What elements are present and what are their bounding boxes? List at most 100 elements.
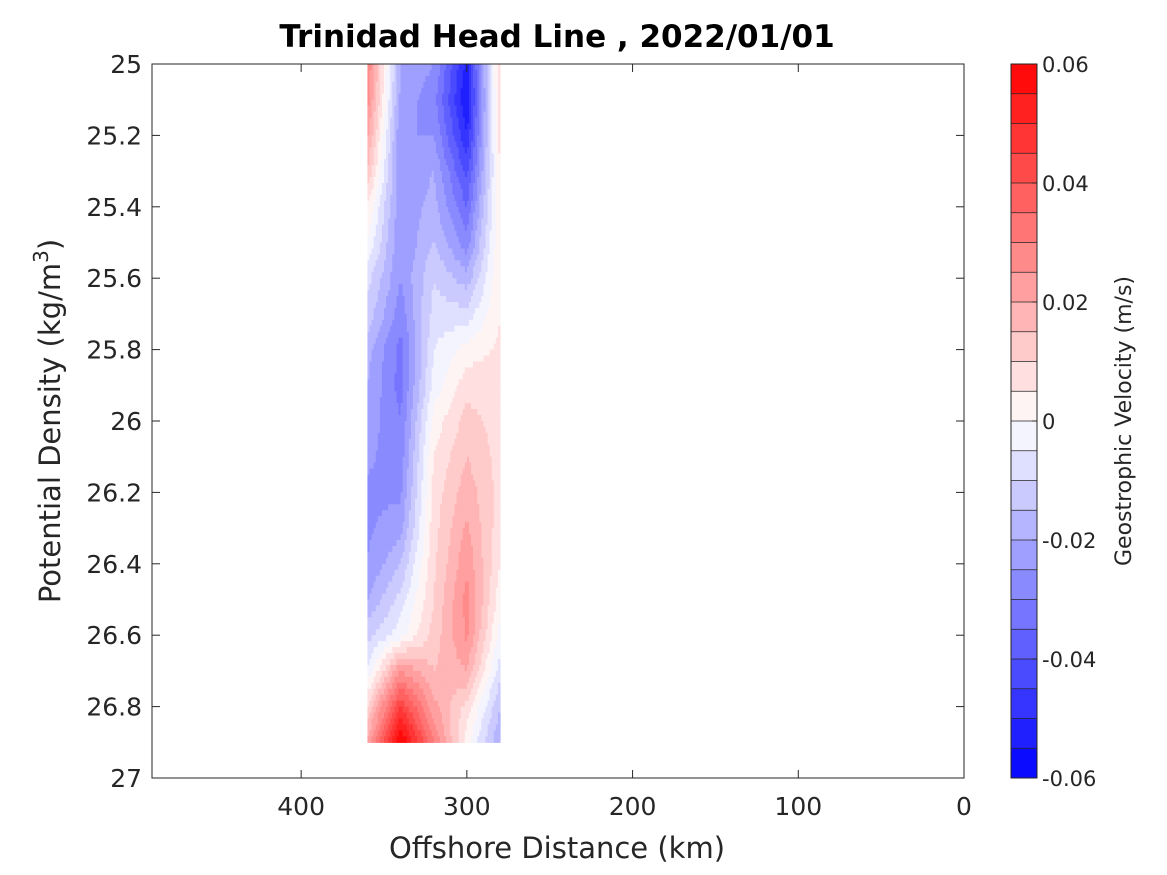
contour-cell	[450, 99, 453, 107]
contour-cell	[466, 522, 470, 529]
contour-cell	[404, 93, 408, 101]
contour-cell	[402, 337, 406, 345]
contour-cell	[471, 349, 474, 357]
contour-cell	[462, 254, 466, 261]
contour-cell	[489, 426, 493, 434]
contour-cell	[398, 385, 402, 392]
contour-cell	[487, 397, 491, 404]
contour-cell	[408, 177, 412, 184]
contour-cell	[450, 325, 453, 333]
contour-cell	[386, 468, 389, 476]
contour-cell	[442, 147, 445, 154]
contour-cell	[456, 248, 460, 255]
contour-cell	[458, 105, 462, 113]
contour-cell	[462, 236, 466, 244]
contour-cell	[408, 403, 412, 410]
contour-cell	[375, 450, 379, 458]
contour-cell	[471, 230, 474, 238]
contour-cell	[475, 355, 478, 363]
contour-cell	[450, 111, 453, 119]
contour-cell	[371, 278, 375, 285]
contour-cell	[491, 325, 495, 333]
contour-cell	[427, 379, 431, 386]
contour-cell	[439, 337, 443, 345]
contour-cell	[367, 75, 371, 83]
contour-cell	[433, 349, 437, 357]
contour-cell	[479, 403, 482, 410]
contour-cell	[381, 206, 385, 214]
contour-cell	[423, 302, 427, 309]
contour-cell	[454, 194, 458, 202]
contour-cell	[456, 141, 460, 148]
contour-cell	[410, 260, 414, 267]
contour-cell	[419, 516, 422, 523]
contour-cell	[483, 188, 487, 196]
contour-cell	[375, 361, 379, 369]
contour-cell	[479, 64, 482, 71]
contour-cell	[475, 474, 478, 482]
contour-cell	[377, 516, 381, 523]
contour-cell	[454, 284, 458, 291]
contour-cell	[442, 177, 445, 184]
contour-cell	[444, 64, 447, 71]
contour-cell	[427, 331, 431, 339]
contour-cell	[431, 260, 435, 267]
contour-cell	[406, 397, 410, 404]
contour-cell	[456, 391, 460, 398]
contour-cell	[439, 486, 443, 493]
contour-cell	[427, 337, 431, 345]
contour-cell	[384, 444, 387, 452]
contour-cell	[446, 105, 449, 113]
contour-cell	[481, 194, 485, 202]
contour-cell	[386, 105, 389, 113]
contour-cell	[406, 159, 410, 166]
contour-cell	[452, 278, 456, 285]
contour-cell	[406, 296, 410, 303]
contour-cell	[435, 64, 439, 71]
contour-cell	[394, 242, 398, 250]
contour-cell	[415, 236, 418, 244]
contour-cell	[452, 75, 456, 83]
contour-cell	[452, 123, 456, 131]
contour-cell	[427, 319, 431, 327]
contour-cell	[392, 165, 395, 172]
contour-cell	[415, 379, 418, 386]
contour-cell	[386, 81, 389, 89]
contour-cell	[450, 105, 453, 113]
contour-cell	[431, 397, 435, 404]
contour-cell	[379, 284, 383, 291]
contour-cell	[452, 498, 456, 505]
contour-cell	[398, 123, 402, 131]
contour-cell	[415, 492, 418, 499]
contour-cell	[408, 266, 412, 273]
contour-cell	[473, 409, 476, 416]
contour-cell	[404, 337, 408, 345]
contour-cell	[396, 183, 400, 190]
contour-cell	[489, 153, 493, 160]
contour-cell	[491, 260, 495, 267]
contour-cell	[381, 177, 385, 184]
contour-cell	[379, 421, 383, 428]
contour-cell	[495, 510, 499, 517]
contour-cell	[406, 153, 410, 160]
contour-cell	[483, 194, 487, 202]
contour-cell	[468, 438, 472, 446]
contour-cell	[491, 498, 495, 505]
contour-cell	[477, 313, 480, 321]
contour-cell	[388, 492, 391, 499]
contour-cell	[431, 248, 435, 255]
contour-cell	[448, 480, 451, 488]
contour-cell	[448, 319, 451, 327]
contour-cell	[452, 319, 456, 327]
contour-cell	[450, 278, 453, 285]
contour-cell	[431, 385, 435, 392]
contour-cell	[464, 302, 468, 309]
contour-cell	[489, 117, 493, 125]
contour-cell	[396, 522, 400, 529]
contour-cell	[477, 426, 480, 434]
contour-cell	[464, 516, 468, 523]
contour-cell	[433, 183, 437, 190]
contour-cell	[479, 492, 482, 499]
contour-cell	[388, 212, 391, 220]
contour-cell	[377, 510, 381, 517]
